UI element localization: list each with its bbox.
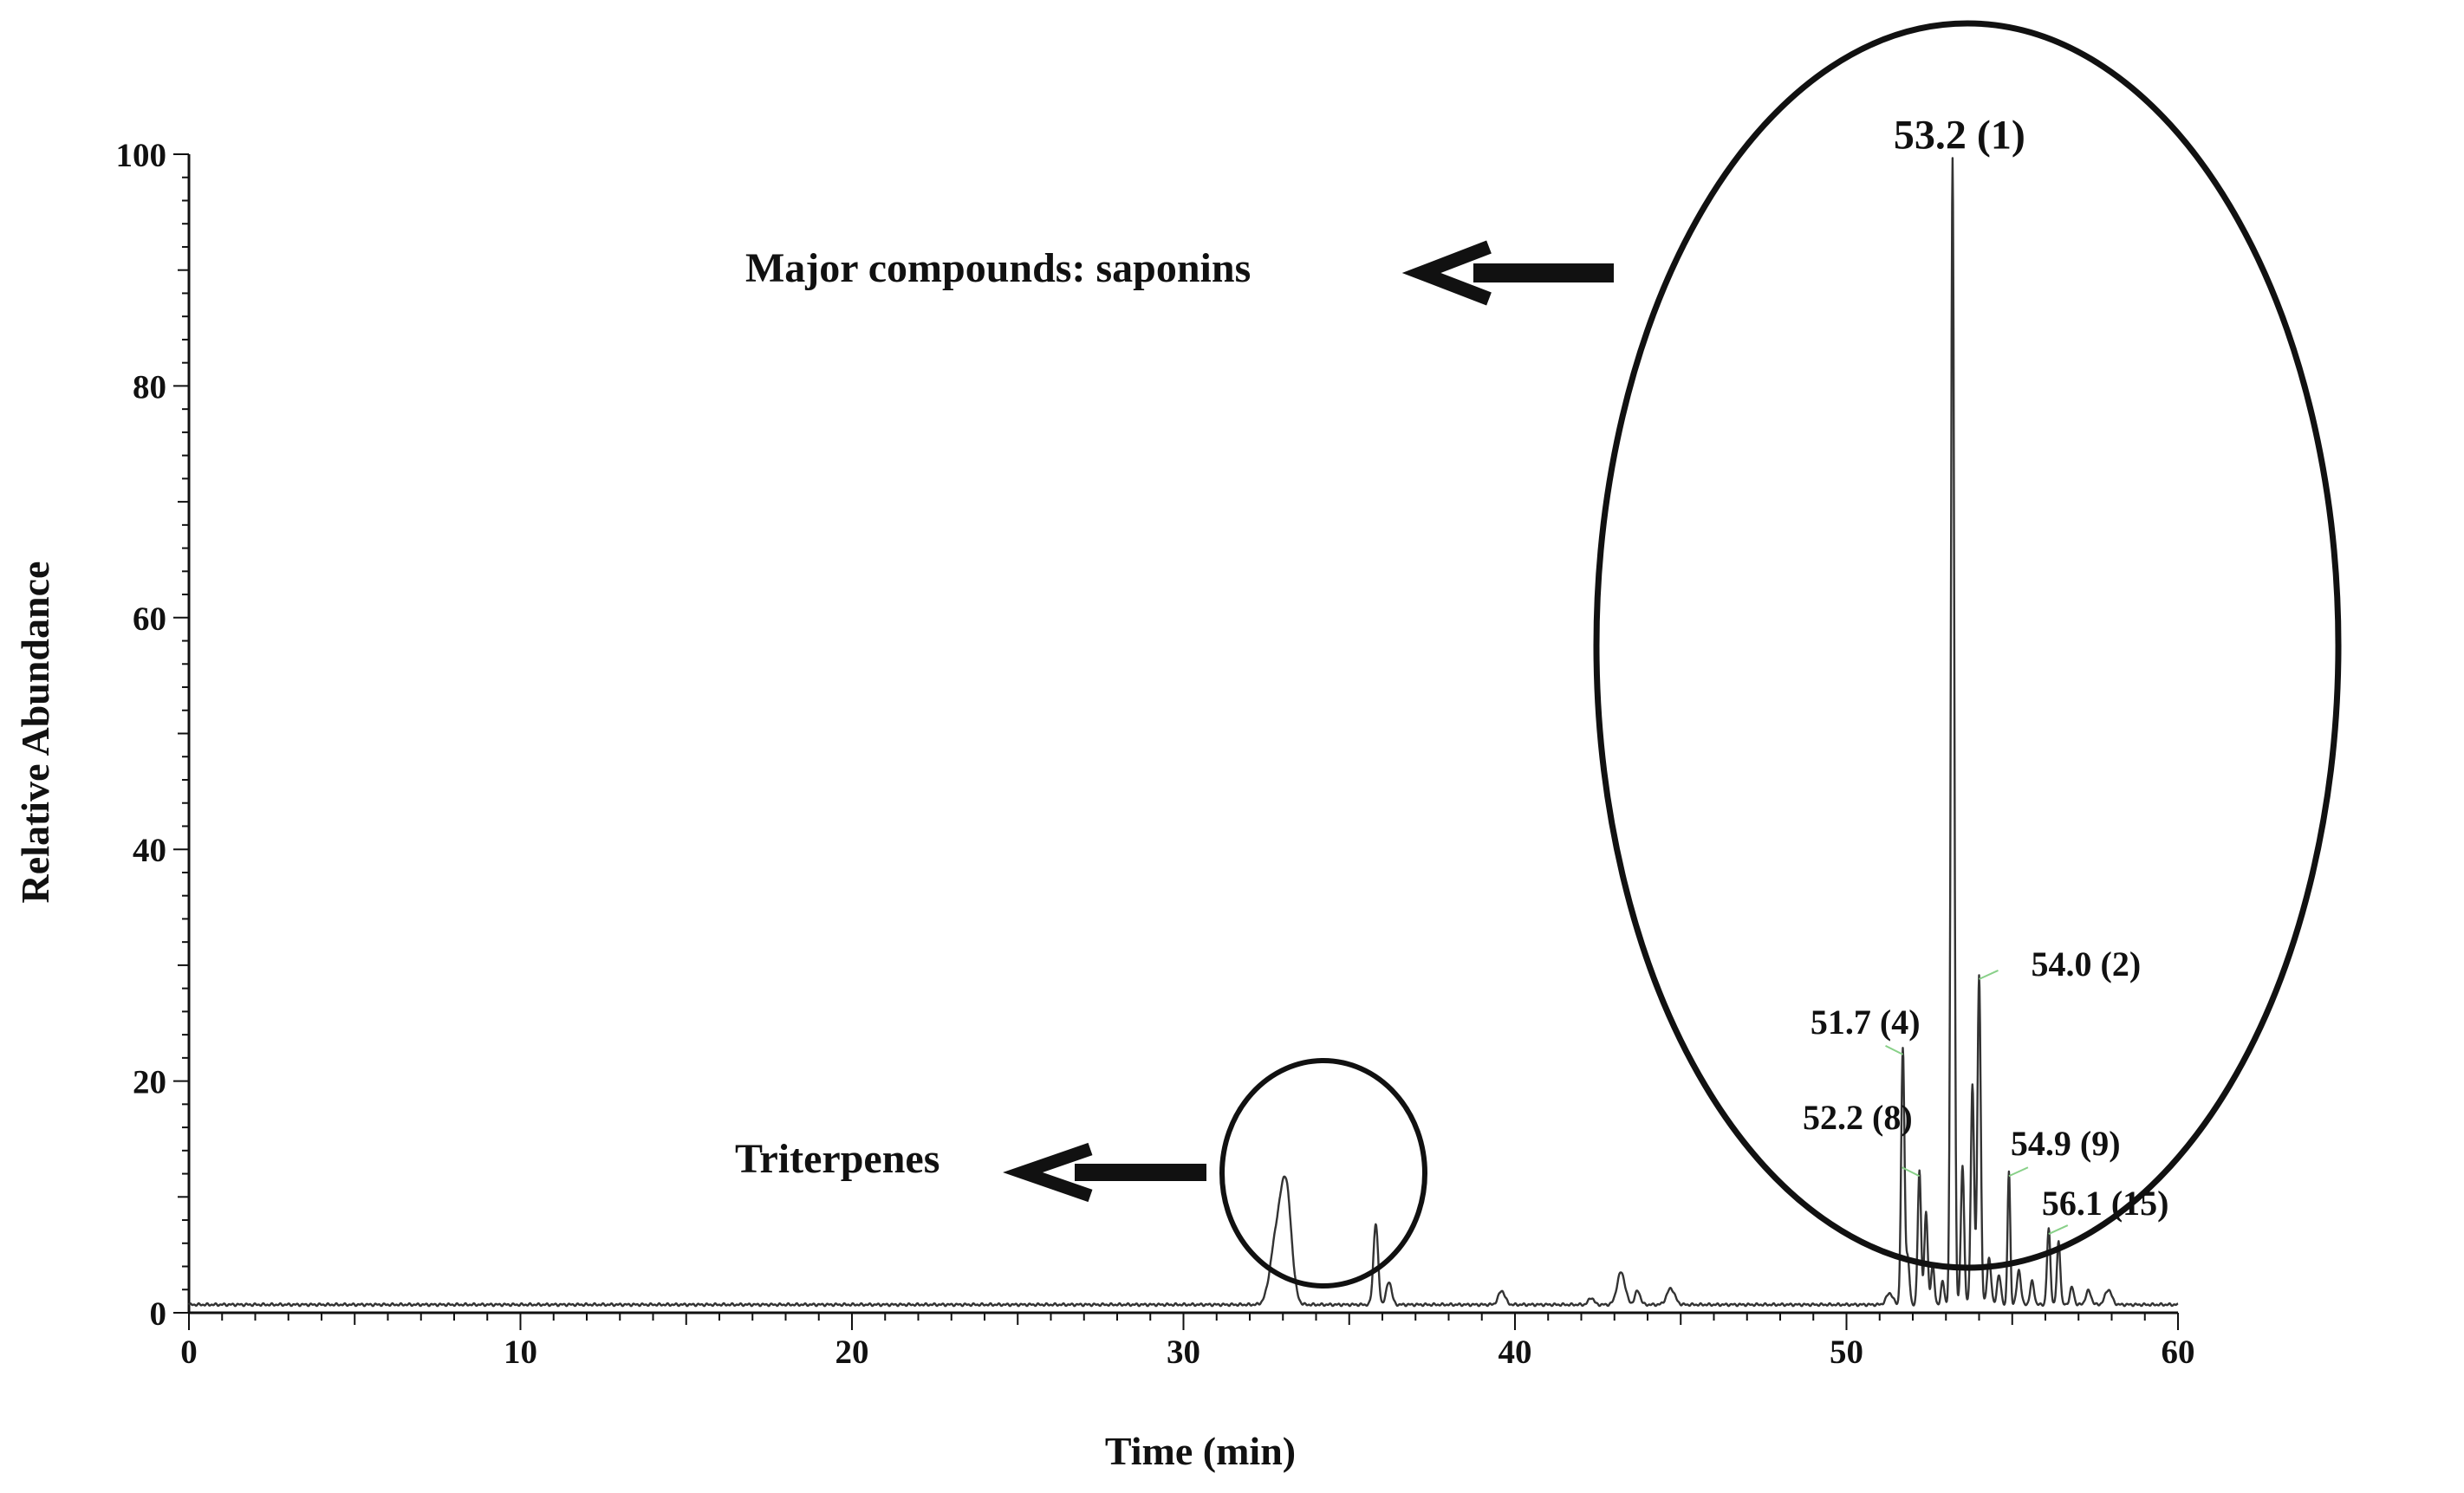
- x-tick-label: 0: [180, 1334, 198, 1371]
- y-tick-label: 100: [116, 137, 167, 174]
- x-tick-label: 10: [504, 1334, 537, 1371]
- x-tick-label: 40: [1499, 1334, 1532, 1371]
- peak-label: 52.2 (8): [1803, 1098, 1913, 1137]
- triterpenes-arrow: [1003, 1142, 1206, 1203]
- peak-label-leader: [1885, 1044, 1903, 1055]
- saponins-ellipse: [1593, 20, 2342, 1271]
- peak-label: 54.9 (9): [2011, 1124, 2121, 1163]
- y-tick-label: 20: [133, 1064, 166, 1101]
- peak-label-leader: [2008, 1166, 2029, 1178]
- peak-label: 54.0 (2): [2032, 944, 2142, 983]
- peak-label: 53.2 (1): [1894, 112, 2025, 158]
- x-tick-label: 50: [1830, 1334, 1863, 1371]
- y-tick-label: 60: [133, 600, 166, 638]
- axes: 0 10 20 30 40 50 60 0 20 40 60 80 100: [116, 137, 2195, 1371]
- peak-label-leader: [1979, 970, 1999, 980]
- x-axis-title: Time (min): [1105, 1429, 1296, 1473]
- triterpenes-circle: [1219, 1058, 1427, 1289]
- saponins-annotation: Major compounds: saponins: [745, 245, 1251, 291]
- peak-label: 51.7 (4): [1811, 1003, 1921, 1042]
- y-tick-label: 40: [133, 832, 166, 869]
- peak-label-leader: [2048, 1224, 2069, 1236]
- triterpenes-annotation: Triterpenes: [735, 1136, 939, 1182]
- peak-label-leader: [1902, 1166, 1921, 1178]
- y-axis-title: Relative Abundance: [13, 561, 57, 904]
- y-tick-label: 80: [133, 368, 166, 406]
- y-tick-label: 0: [150, 1295, 167, 1333]
- x-tick-label: 60: [2162, 1334, 2195, 1371]
- chromatogram-line: [187, 157, 2179, 1308]
- chromatogram-trace: [187, 157, 2179, 1308]
- peak-labels: 53.2 (1) 54.0 (2) 51.7 (4) 52.2 (8) 54.9 (9)…: [1803, 112, 2168, 1236]
- x-tick-label: 20: [835, 1334, 869, 1371]
- saponins-arrow: [1401, 240, 1614, 306]
- x-tick-label: 30: [1167, 1334, 1200, 1371]
